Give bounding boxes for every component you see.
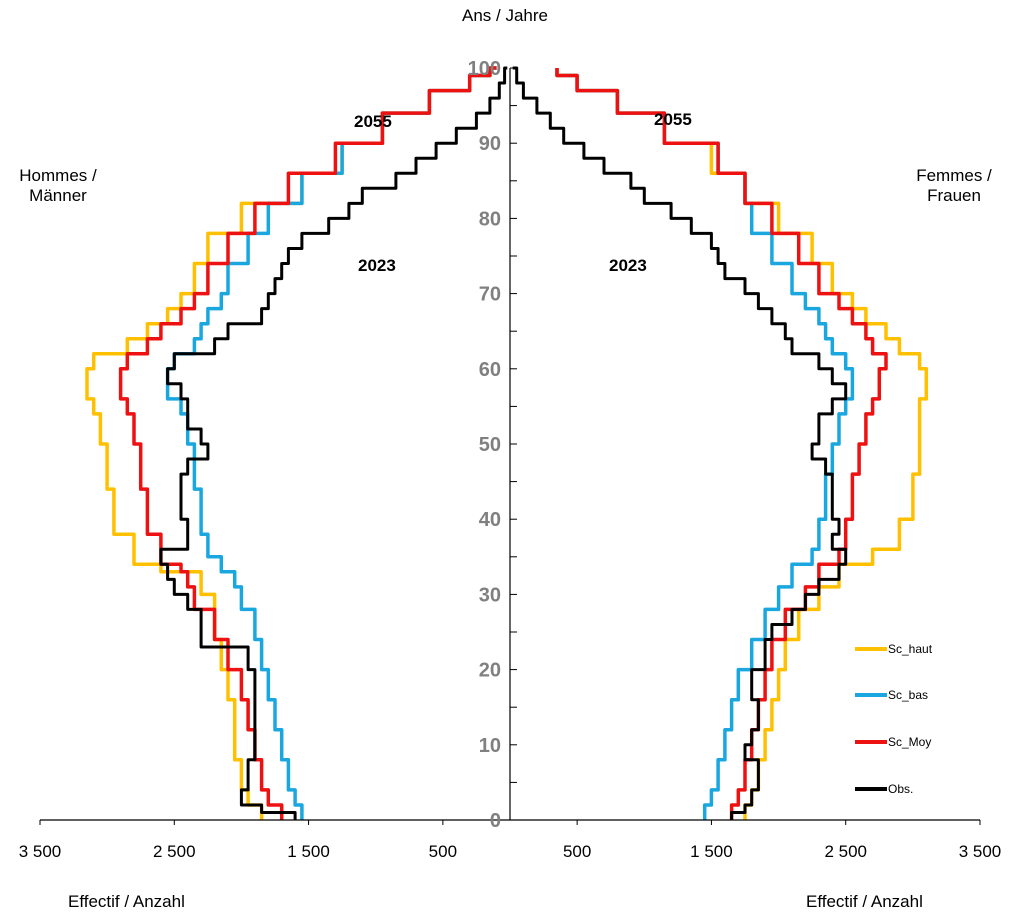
x-tick-label: 2 500 [824,842,867,861]
y-tick-label: 10 [479,735,501,757]
legend-swatch-sc-moy [855,740,887,744]
series-line-obs-women [512,66,848,820]
legend-swatch-sc-haut [855,647,887,651]
x-tick-label: 500 [429,842,457,861]
series-line-sc-moy-men [118,66,497,820]
series-line-sc-bas-men [165,66,497,820]
y-tick-label: 90 [479,133,501,155]
annotation-men-2023: 2023 [358,256,396,275]
series-line-sc-haut-women [555,68,929,820]
legend-label-sc-bas: Sc_bas [888,688,929,702]
x-axis-label-right: Effectif / Anzahl [806,892,923,911]
legend-label-sc-haut: Sc_haut [888,642,933,656]
x-tick-label: 1 500 [690,842,733,861]
y-tick-label: 60 [479,359,501,381]
y-tick-label: 50 [479,434,501,456]
axis-layer [39,67,981,825]
x-tick-label: 2 500 [153,842,196,861]
y-tick-label: 20 [479,660,501,682]
legend-label-obs: Obs. [888,782,914,796]
annotation-women-2023: 2023 [609,256,647,275]
y-tick-label: 80 [479,208,501,230]
y-tick-label: 30 [479,584,501,606]
x-tick-label: 500 [563,842,591,861]
legend-label-sc-moy: Sc_Moy [888,735,932,749]
legend-swatch-sc-bas [855,693,887,697]
y-tick-label: 0 [490,810,501,832]
series-layer [85,66,929,820]
y-tick-label: 100 [468,58,501,80]
series-line-sc-moy-women [555,68,888,820]
x-axis-label-left: Effectif / Anzahl [68,892,185,911]
y-tick-label: 70 [479,284,501,306]
x-tick-label: 1 500 [287,842,330,861]
chart-title: Ans / Jahre [462,6,548,25]
annotation-men-2055: 2055 [354,112,392,131]
series-line-sc-haut-men [85,66,497,820]
women-label: Femmes / Frauen [916,166,992,205]
men-label: Hommes / Männer [19,166,97,205]
x-tick-label: 3 500 [959,842,1002,861]
x-tick-label: 3 500 [19,842,62,861]
series-line-obs-men [159,66,508,820]
series-line-sc-bas-women [555,68,855,820]
tick-label-layer: 0 10 20 30 40 50 60 70 80 90 100 3 500 2 500 1 500 500… [19,58,1002,861]
y-tick-label: 40 [479,509,501,531]
annotation-women-2055: 2055 [654,110,692,129]
legend-swatch-obs [855,787,887,791]
